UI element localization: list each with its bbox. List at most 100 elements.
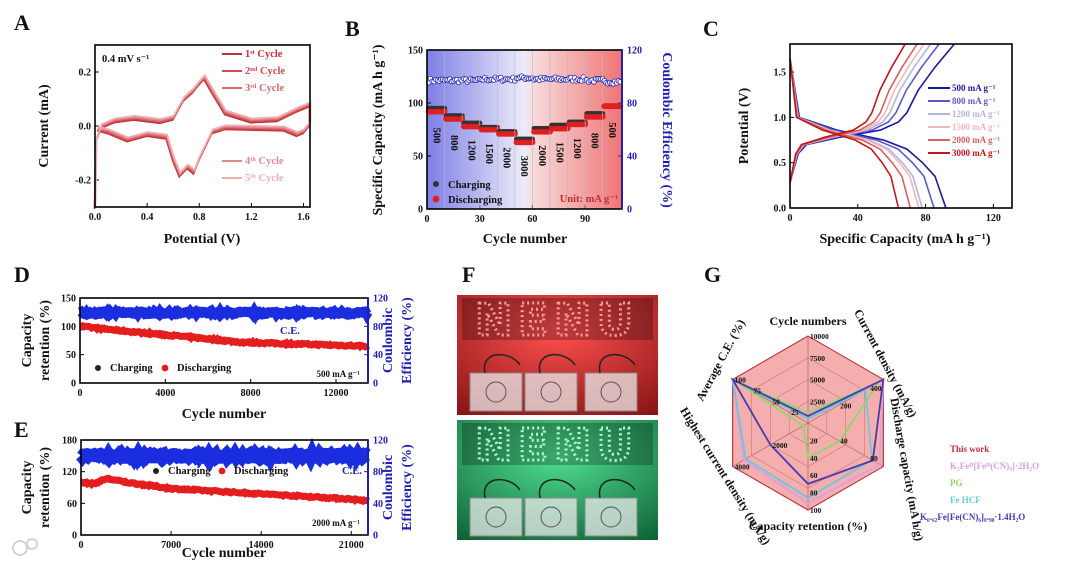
y-tick-label: 180 bbox=[62, 436, 77, 447]
y-axis-title: Specific Capacity (mA h g⁻¹) bbox=[371, 44, 386, 215]
y-tick-label: 100 bbox=[61, 322, 76, 333]
radar-tick-label: 200 bbox=[840, 402, 852, 411]
y2-axis-title: Coulombic Efficiency (%) bbox=[659, 52, 674, 208]
y-tick-label: 60 bbox=[67, 499, 77, 510]
discharge-curve bbox=[789, 58, 900, 209]
x-tick-label: 4000 bbox=[155, 388, 175, 399]
y-tick-label: 0.0 bbox=[774, 204, 787, 215]
y-tick-label: 0 bbox=[418, 205, 423, 216]
y-tick-label: 0.2 bbox=[79, 68, 92, 79]
radar-tick-label: 100 bbox=[735, 376, 747, 385]
y2-tick-label: 40 bbox=[373, 350, 383, 361]
legend-label: 5ᵗʰ Cycle bbox=[245, 173, 284, 184]
y-tick-label: 1.5 bbox=[774, 68, 787, 79]
rate-label: 3000 bbox=[518, 156, 529, 177]
panel-label-c: C bbox=[703, 16, 719, 41]
y-tick-label: 0 bbox=[71, 379, 76, 390]
radar-series-4 bbox=[730, 377, 885, 485]
watermark-logo bbox=[26, 538, 38, 550]
x-tick-label: 0.8 bbox=[193, 212, 206, 223]
radar-tick-label: 10000 bbox=[810, 332, 829, 341]
radar-tick-label: 100 bbox=[810, 506, 822, 515]
panel-label-a: A bbox=[14, 10, 30, 35]
x-tick-label: 0 bbox=[79, 540, 84, 551]
legend-label: Fe HCF bbox=[950, 495, 981, 505]
led-sign-text: NENU bbox=[475, 420, 638, 471]
watermark-logo bbox=[12, 540, 28, 556]
radar-tick-label: 400 bbox=[870, 384, 882, 393]
legend-marker-charging bbox=[433, 181, 439, 187]
x-tick-label: 0.0 bbox=[89, 212, 102, 223]
legend-label: 1200 mA g⁻¹ bbox=[952, 109, 1000, 119]
y2-axis-title-line1: Coulombic bbox=[381, 455, 396, 520]
legend-marker-charging bbox=[153, 468, 159, 474]
x-tick-label: 1.2 bbox=[245, 212, 258, 223]
y-axis-title-line2: retention (%) bbox=[38, 300, 53, 381]
panel-label-d: D bbox=[14, 262, 30, 287]
radar-tick-label: 75 bbox=[753, 386, 761, 395]
battery-cell bbox=[584, 497, 638, 537]
battery-logo bbox=[540, 381, 562, 403]
radar-tick-label: 80 bbox=[810, 489, 818, 498]
x-tick-label: 0 bbox=[78, 388, 83, 399]
legend-label: 4ᵗʰ Cycle bbox=[245, 156, 284, 167]
x-axis-title: Cycle number bbox=[182, 546, 266, 561]
legend-label-discharging: Discharging bbox=[234, 466, 289, 477]
x-tick-label: 14000 bbox=[249, 540, 274, 551]
x-axis-title: Specific Capacity (mA h g⁻¹) bbox=[819, 232, 990, 247]
plot-frame bbox=[789, 43, 1013, 209]
ce-label: C.E. bbox=[342, 466, 362, 477]
panel-label-b: B bbox=[345, 16, 360, 41]
ce-band bbox=[77, 301, 373, 325]
y2-tick-label: 80 bbox=[627, 99, 637, 110]
radar-tick-label: 4000 bbox=[735, 463, 750, 472]
ce-label: C.E. bbox=[280, 326, 300, 337]
radar-tick-label: 80 bbox=[870, 454, 878, 463]
y-tick-label: 1.0 bbox=[774, 113, 787, 124]
legend-label: 1ˢᵗ Cycle bbox=[245, 49, 283, 60]
y-tick-label: 150 bbox=[408, 46, 423, 57]
radar-tick-label: 20 bbox=[810, 436, 818, 445]
battery-logo bbox=[600, 381, 622, 403]
y2-tick-label: 0 bbox=[373, 531, 378, 542]
legend-label: K₂Feᴵᴵ[Feᴵᴵ(CN)₆]·2H₂O bbox=[950, 461, 1039, 471]
legend-label: 1500 mA g⁻¹ bbox=[952, 122, 1000, 132]
battery-cell bbox=[469, 497, 523, 537]
battery-cell bbox=[584, 372, 638, 412]
x-tick-label: 12000 bbox=[324, 388, 349, 399]
legend-label-discharging: Discharging bbox=[448, 195, 503, 206]
y-tick-label: 150 bbox=[61, 294, 76, 305]
legend-label: 2ⁿᵈ Cycle bbox=[245, 66, 285, 77]
y-tick-label: 120 bbox=[62, 467, 77, 478]
y2-tick-label: 0 bbox=[373, 379, 378, 390]
x-tick-label: 7000 bbox=[161, 540, 181, 551]
rate-label: 800 bbox=[448, 135, 459, 151]
x-tick-label: 1.6 bbox=[297, 212, 310, 223]
rate-label: 1200 bbox=[466, 140, 477, 161]
y-tick-label: 0.0 bbox=[79, 122, 92, 133]
legend-label-charging: Charging bbox=[110, 363, 153, 374]
y-tick-label: 0 bbox=[72, 531, 77, 542]
plot-frame bbox=[94, 44, 311, 208]
legend-marker-discharging bbox=[161, 364, 169, 372]
led-board bbox=[462, 423, 653, 465]
x-axis-title: Cycle number bbox=[182, 407, 266, 422]
x-tick-label: 90 bbox=[580, 214, 590, 225]
x-tick-label: 120 bbox=[986, 213, 1001, 224]
y2-tick-label: 40 bbox=[627, 152, 637, 163]
legend-label: This work bbox=[950, 444, 989, 454]
legend-label: 3000 mA g⁻¹ bbox=[952, 148, 1000, 158]
y-tick-label: 0.5 bbox=[774, 158, 787, 169]
x-tick-label: 30 bbox=[475, 214, 485, 225]
radar-tick-label: 40 bbox=[840, 436, 848, 445]
y-axis-title: Current (mA) bbox=[37, 84, 52, 168]
x-axis-title: Potential (V) bbox=[164, 232, 241, 247]
y-tick-label: 50 bbox=[66, 350, 76, 361]
discharging-band bbox=[79, 321, 371, 352]
x-tick-label: 8000 bbox=[241, 388, 261, 399]
rate-label: 1200 bbox=[571, 138, 582, 159]
y2-tick-label: 40 bbox=[373, 499, 383, 510]
y2-tick-label: 80 bbox=[373, 322, 383, 333]
y2-tick-label: 0 bbox=[627, 205, 632, 216]
y-tick-label: 50 bbox=[413, 152, 423, 163]
